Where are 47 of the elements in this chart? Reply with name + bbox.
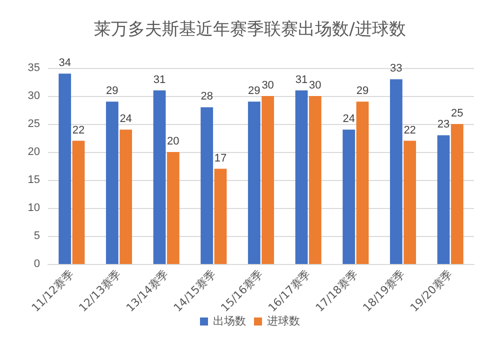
data-label: 25 xyxy=(451,108,464,120)
data-label: 34 xyxy=(58,57,71,70)
bar xyxy=(342,130,356,264)
bar xyxy=(200,107,214,264)
bar xyxy=(72,140,85,264)
data-label: 24 xyxy=(120,113,132,126)
data-label: 22 xyxy=(404,124,416,136)
data-label: 30 xyxy=(262,80,274,92)
bar xyxy=(153,90,166,264)
data-label: 28 xyxy=(200,90,213,103)
data-label: 30 xyxy=(309,80,322,92)
y-tick-label: 35 xyxy=(28,62,40,74)
y-tick-label: 20 xyxy=(28,146,40,158)
data-label: 22 xyxy=(72,124,85,136)
bar xyxy=(58,74,72,264)
data-label: 29 xyxy=(106,85,118,98)
data-label: 20 xyxy=(167,136,180,148)
bar xyxy=(437,135,450,264)
legend-label: 进球数 xyxy=(267,314,300,328)
data-label: 24 xyxy=(342,113,355,126)
bar xyxy=(390,79,402,264)
bar xyxy=(262,96,274,264)
y-tick-label: 0 xyxy=(34,258,40,270)
bar xyxy=(166,152,180,264)
bar xyxy=(308,96,322,264)
y-tick-label: 10 xyxy=(28,202,40,214)
data-label: 23 xyxy=(437,118,450,131)
y-tick-label: 5 xyxy=(34,230,40,242)
bar xyxy=(450,124,464,264)
bar xyxy=(120,130,132,264)
legend-label: 出场数 xyxy=(213,314,246,328)
y-tick-label: 30 xyxy=(28,90,40,102)
bar xyxy=(295,90,308,264)
bar xyxy=(214,168,227,264)
bar xyxy=(248,102,260,264)
bar xyxy=(106,102,118,264)
data-label: 29 xyxy=(356,85,369,98)
data-label: 31 xyxy=(153,74,166,86)
bar xyxy=(404,140,416,264)
y-tick-label: 25 xyxy=(28,118,40,130)
data-label: 33 xyxy=(390,62,402,75)
chart-title: 莱万多夫斯基近年赛季联赛出场数/进球数 xyxy=(94,20,406,40)
data-label: 31 xyxy=(295,74,308,86)
data-label: 17 xyxy=(214,152,227,164)
data-label: 29 xyxy=(248,85,260,98)
y-tick-label: 15 xyxy=(28,174,40,186)
bar xyxy=(356,102,369,264)
